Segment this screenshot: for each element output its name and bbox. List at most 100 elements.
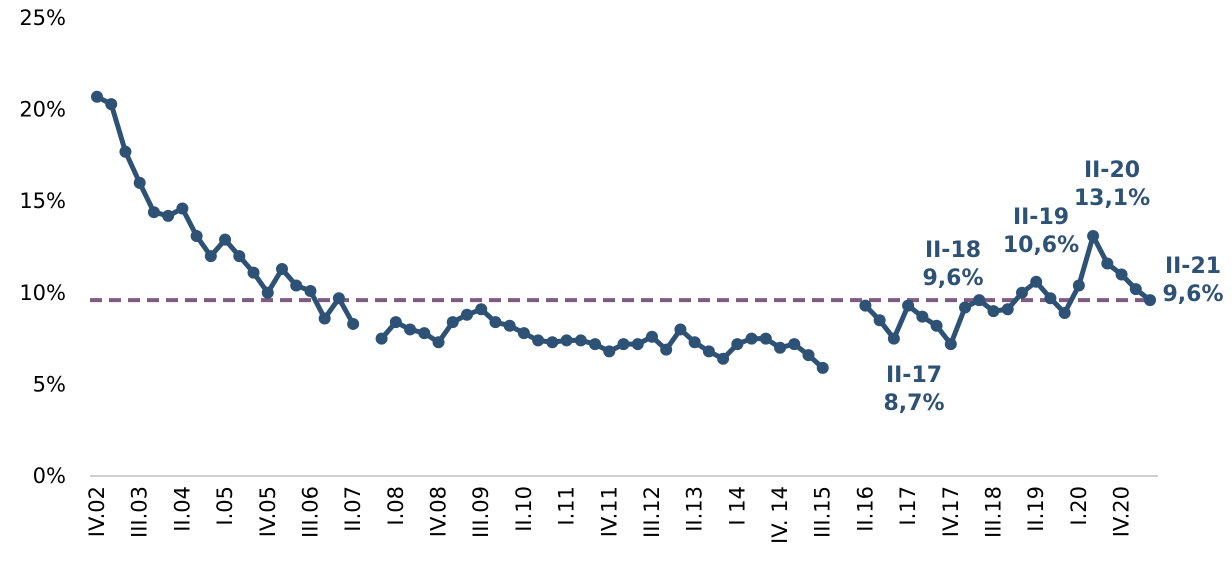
data-point xyxy=(731,338,744,351)
x-tick-label: IV.17 xyxy=(939,486,963,537)
data-point xyxy=(204,250,217,263)
y-tick-label: 25% xyxy=(19,6,66,30)
data-point xyxy=(475,303,488,316)
data-point xyxy=(105,98,118,111)
data-point xyxy=(859,299,872,312)
data-point xyxy=(1101,257,1114,270)
x-tick-label: III.06 xyxy=(298,486,322,538)
annotation: 10,6% xyxy=(1003,233,1079,258)
data-point xyxy=(404,323,417,336)
data-point xyxy=(1115,268,1128,281)
data-point xyxy=(1044,292,1057,305)
x-tick-label: I.05 xyxy=(213,486,237,526)
x-tick-label: I.20 xyxy=(1067,486,1091,526)
annotation: II-19 xyxy=(1013,205,1069,230)
annotation: II-20 xyxy=(1084,158,1140,183)
x-tick-label: III.03 xyxy=(128,486,152,538)
y-tick-label: 0% xyxy=(33,464,66,488)
data-point xyxy=(603,345,616,358)
data-point xyxy=(745,332,758,345)
x-tick-label: II.16 xyxy=(853,486,877,532)
data-point xyxy=(517,327,530,340)
data-point xyxy=(190,230,203,243)
data-point xyxy=(717,352,730,365)
x-tick-label: II.07 xyxy=(341,486,365,532)
data-point xyxy=(1015,286,1028,299)
x-tick-label: II.04 xyxy=(170,486,194,532)
data-point xyxy=(261,286,274,299)
x-tick-label: I 14 xyxy=(725,486,749,526)
data-point xyxy=(503,319,516,332)
annotation: II-18 xyxy=(925,238,981,263)
data-point xyxy=(1129,283,1142,296)
data-point xyxy=(418,327,431,340)
data-point xyxy=(930,319,943,332)
data-point xyxy=(589,338,602,351)
data-point xyxy=(887,332,900,345)
x-tick-label: I.17 xyxy=(896,486,920,526)
annotation: 9,6% xyxy=(922,266,983,291)
data-point xyxy=(1072,279,1085,292)
data-point xyxy=(532,334,545,347)
data-point xyxy=(873,314,886,327)
data-point xyxy=(147,206,160,219)
data-point xyxy=(1058,306,1071,319)
data-point xyxy=(816,361,829,374)
annotation: 13,1% xyxy=(1074,186,1150,211)
x-tick-label: III.15 xyxy=(811,486,835,538)
x-tick-label: IV.11 xyxy=(597,486,621,537)
data-point xyxy=(987,305,1000,318)
data-point xyxy=(176,202,189,215)
x-tick-label: III.18 xyxy=(981,486,1005,538)
data-point xyxy=(574,334,587,347)
x-tick-label: III.09 xyxy=(469,486,493,538)
x-tick-label: II.10 xyxy=(512,486,536,532)
data-point xyxy=(375,332,388,345)
data-point xyxy=(275,262,288,275)
data-point xyxy=(617,338,630,351)
data-point xyxy=(1001,303,1014,316)
data-point xyxy=(674,323,687,336)
x-tick-label: IV.05 xyxy=(256,486,280,537)
data-point xyxy=(446,316,459,329)
data-point xyxy=(916,310,929,323)
data-point xyxy=(944,338,957,351)
data-point xyxy=(389,316,402,329)
data-point xyxy=(290,279,303,292)
data-point xyxy=(660,343,673,356)
data-point xyxy=(645,330,658,343)
data-point xyxy=(802,349,815,362)
y-tick-label: 20% xyxy=(19,98,66,122)
x-tick-label: II.19 xyxy=(1024,486,1048,532)
data-point xyxy=(973,294,986,307)
data-point xyxy=(318,312,331,325)
x-tick-label: I.08 xyxy=(384,486,408,526)
data-point xyxy=(233,250,246,263)
data-point xyxy=(1144,294,1157,307)
data-point xyxy=(460,308,473,321)
x-tick-label: IV.02 xyxy=(85,486,109,537)
data-point xyxy=(119,145,132,158)
x-tick-label: III.12 xyxy=(640,486,664,538)
data-point xyxy=(774,341,787,354)
x-tick-label: IV.20 xyxy=(1110,486,1134,537)
x-tick-label: IV. 14 xyxy=(768,486,792,544)
y-tick-label: 10% xyxy=(19,281,66,305)
data-point xyxy=(219,233,232,246)
data-point xyxy=(91,90,103,103)
x-tick-label: II.13 xyxy=(683,486,707,532)
data-point xyxy=(560,334,573,347)
y-tick-label: 5% xyxy=(33,372,66,396)
data-point xyxy=(902,299,915,312)
data-point xyxy=(1030,275,1043,288)
data-point xyxy=(347,317,360,330)
data-point xyxy=(162,209,175,222)
data-point xyxy=(133,176,146,189)
annotation: 9,6% xyxy=(1162,282,1223,307)
data-point xyxy=(959,301,972,314)
data-point xyxy=(688,336,701,349)
annotation: II-17 xyxy=(886,363,942,388)
data-point xyxy=(546,336,559,349)
y-tick-label: 15% xyxy=(19,189,66,213)
